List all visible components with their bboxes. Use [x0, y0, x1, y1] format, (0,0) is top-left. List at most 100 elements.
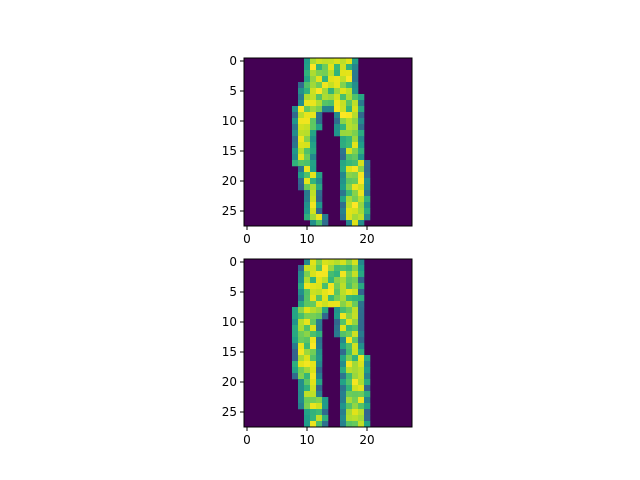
- x-tick-label: 20: [359, 232, 374, 246]
- heatmap-cell: [346, 331, 353, 338]
- heatmap-cell: [352, 190, 359, 197]
- heatmap-cell: [364, 178, 371, 185]
- heatmap-cell: [310, 142, 317, 149]
- y-tick-label: 20: [222, 375, 237, 389]
- heatmap-cell: [346, 160, 353, 167]
- heatmap-cell: [346, 220, 353, 227]
- heatmap-cell: [304, 403, 311, 410]
- heatmap-cell: [304, 349, 311, 356]
- heatmap-cell: [358, 313, 365, 320]
- heatmap-cell: [316, 64, 323, 71]
- heatmap-cell: [298, 385, 305, 392]
- heatmap-cell: [310, 58, 317, 65]
- heatmap-cell: [298, 325, 305, 332]
- heatmap-cell: [358, 409, 365, 416]
- heatmap-cell: [352, 184, 359, 191]
- heatmap-cell: [352, 58, 359, 65]
- heatmap-cell: [364, 172, 371, 179]
- heatmap-cell: [304, 148, 311, 155]
- heatmap-cell: [358, 112, 365, 119]
- heatmap-cell: [322, 106, 329, 113]
- heatmap-cell: [298, 184, 305, 191]
- heatmap-cell: [316, 343, 323, 350]
- heatmap-cell: [304, 112, 311, 119]
- heatmap-cell: [310, 106, 317, 113]
- heatmap-cell: [334, 265, 341, 272]
- heatmap-cell: [334, 94, 341, 101]
- heatmap-cell: [340, 289, 347, 296]
- heatmap-cell: [304, 301, 311, 308]
- heatmap-cell: [322, 82, 329, 89]
- heatmap-cell: [358, 385, 365, 392]
- heatmap-cell: [340, 373, 347, 380]
- heatmap-cell: [328, 100, 335, 107]
- heatmap-cell: [322, 313, 329, 320]
- y-tick-label: 10: [222, 315, 237, 329]
- heatmap-cell: [292, 349, 299, 356]
- heatmap-cell: [352, 172, 359, 179]
- heatmap-cell: [352, 355, 359, 362]
- heatmap-cell: [298, 166, 305, 173]
- heatmap-cell: [346, 76, 353, 83]
- heatmap-cell: [340, 160, 347, 167]
- heatmap-cell: [358, 325, 365, 332]
- heatmap-cell: [316, 190, 323, 197]
- heatmap-cell: [316, 172, 323, 179]
- heatmap-cell: [352, 331, 359, 338]
- heatmap-cell: [340, 385, 347, 392]
- heatmap-cell: [304, 214, 311, 221]
- heatmap-cell: [358, 295, 365, 302]
- heatmap-cell: [298, 283, 305, 290]
- heatmap-cell: [346, 379, 353, 386]
- heatmap-cell: [298, 349, 305, 356]
- heatmap-cell: [316, 355, 323, 362]
- heatmap-cell: [346, 403, 353, 410]
- heatmap-cell: [352, 148, 359, 155]
- heatmap-cell: [340, 307, 347, 314]
- heatmap-cell: [322, 259, 329, 266]
- heatmap-cell: [304, 184, 311, 191]
- heatmap-cell: [334, 106, 341, 113]
- heatmap-cell: [340, 403, 347, 410]
- heatmap-cell: [358, 190, 365, 197]
- heatmap-cell: [352, 337, 359, 344]
- heatmap-cell: [340, 64, 347, 71]
- heatmap-cell: [292, 136, 299, 143]
- heatmap-cell: [340, 421, 347, 428]
- heatmap-cell: [298, 289, 305, 296]
- heatmap-cell: [292, 373, 299, 380]
- heatmap-cell: [352, 367, 359, 374]
- heatmap-cell: [310, 202, 317, 209]
- heatmap-cell: [334, 331, 341, 338]
- y-tick-label: 0: [229, 54, 237, 68]
- heatmap-cell: [358, 415, 365, 422]
- heatmap-cell: [298, 118, 305, 125]
- heatmap-cell: [340, 166, 347, 173]
- heatmap-cell: [340, 154, 347, 161]
- heatmap-cell: [346, 136, 353, 143]
- heatmap-cell: [292, 160, 299, 167]
- heatmap-cell: [346, 385, 353, 392]
- heatmap-cell: [358, 379, 365, 386]
- heatmap-cell: [334, 100, 341, 107]
- heatmap-cell: [328, 76, 335, 83]
- heatmap-cell: [304, 202, 311, 209]
- heatmap-cell: [310, 361, 317, 368]
- heatmap-cell: [310, 355, 317, 362]
- heatmap-cell: [340, 88, 347, 95]
- heatmap-cell: [322, 415, 329, 422]
- heatmap-cell: [292, 154, 299, 161]
- heatmap-cell: [316, 271, 323, 278]
- heatmap-cell: [340, 379, 347, 386]
- heatmap-cell: [322, 409, 329, 416]
- heatmap-cell: [292, 130, 299, 137]
- heatmap-cell: [316, 94, 323, 101]
- heatmap-cell: [304, 82, 311, 89]
- y-tick-label: 15: [222, 345, 237, 359]
- heatmap-cell: [346, 166, 353, 173]
- heatmap-cell: [340, 184, 347, 191]
- heatmap-cell: [304, 70, 311, 77]
- heatmap-cell: [316, 214, 323, 221]
- heatmap-cell: [346, 82, 353, 89]
